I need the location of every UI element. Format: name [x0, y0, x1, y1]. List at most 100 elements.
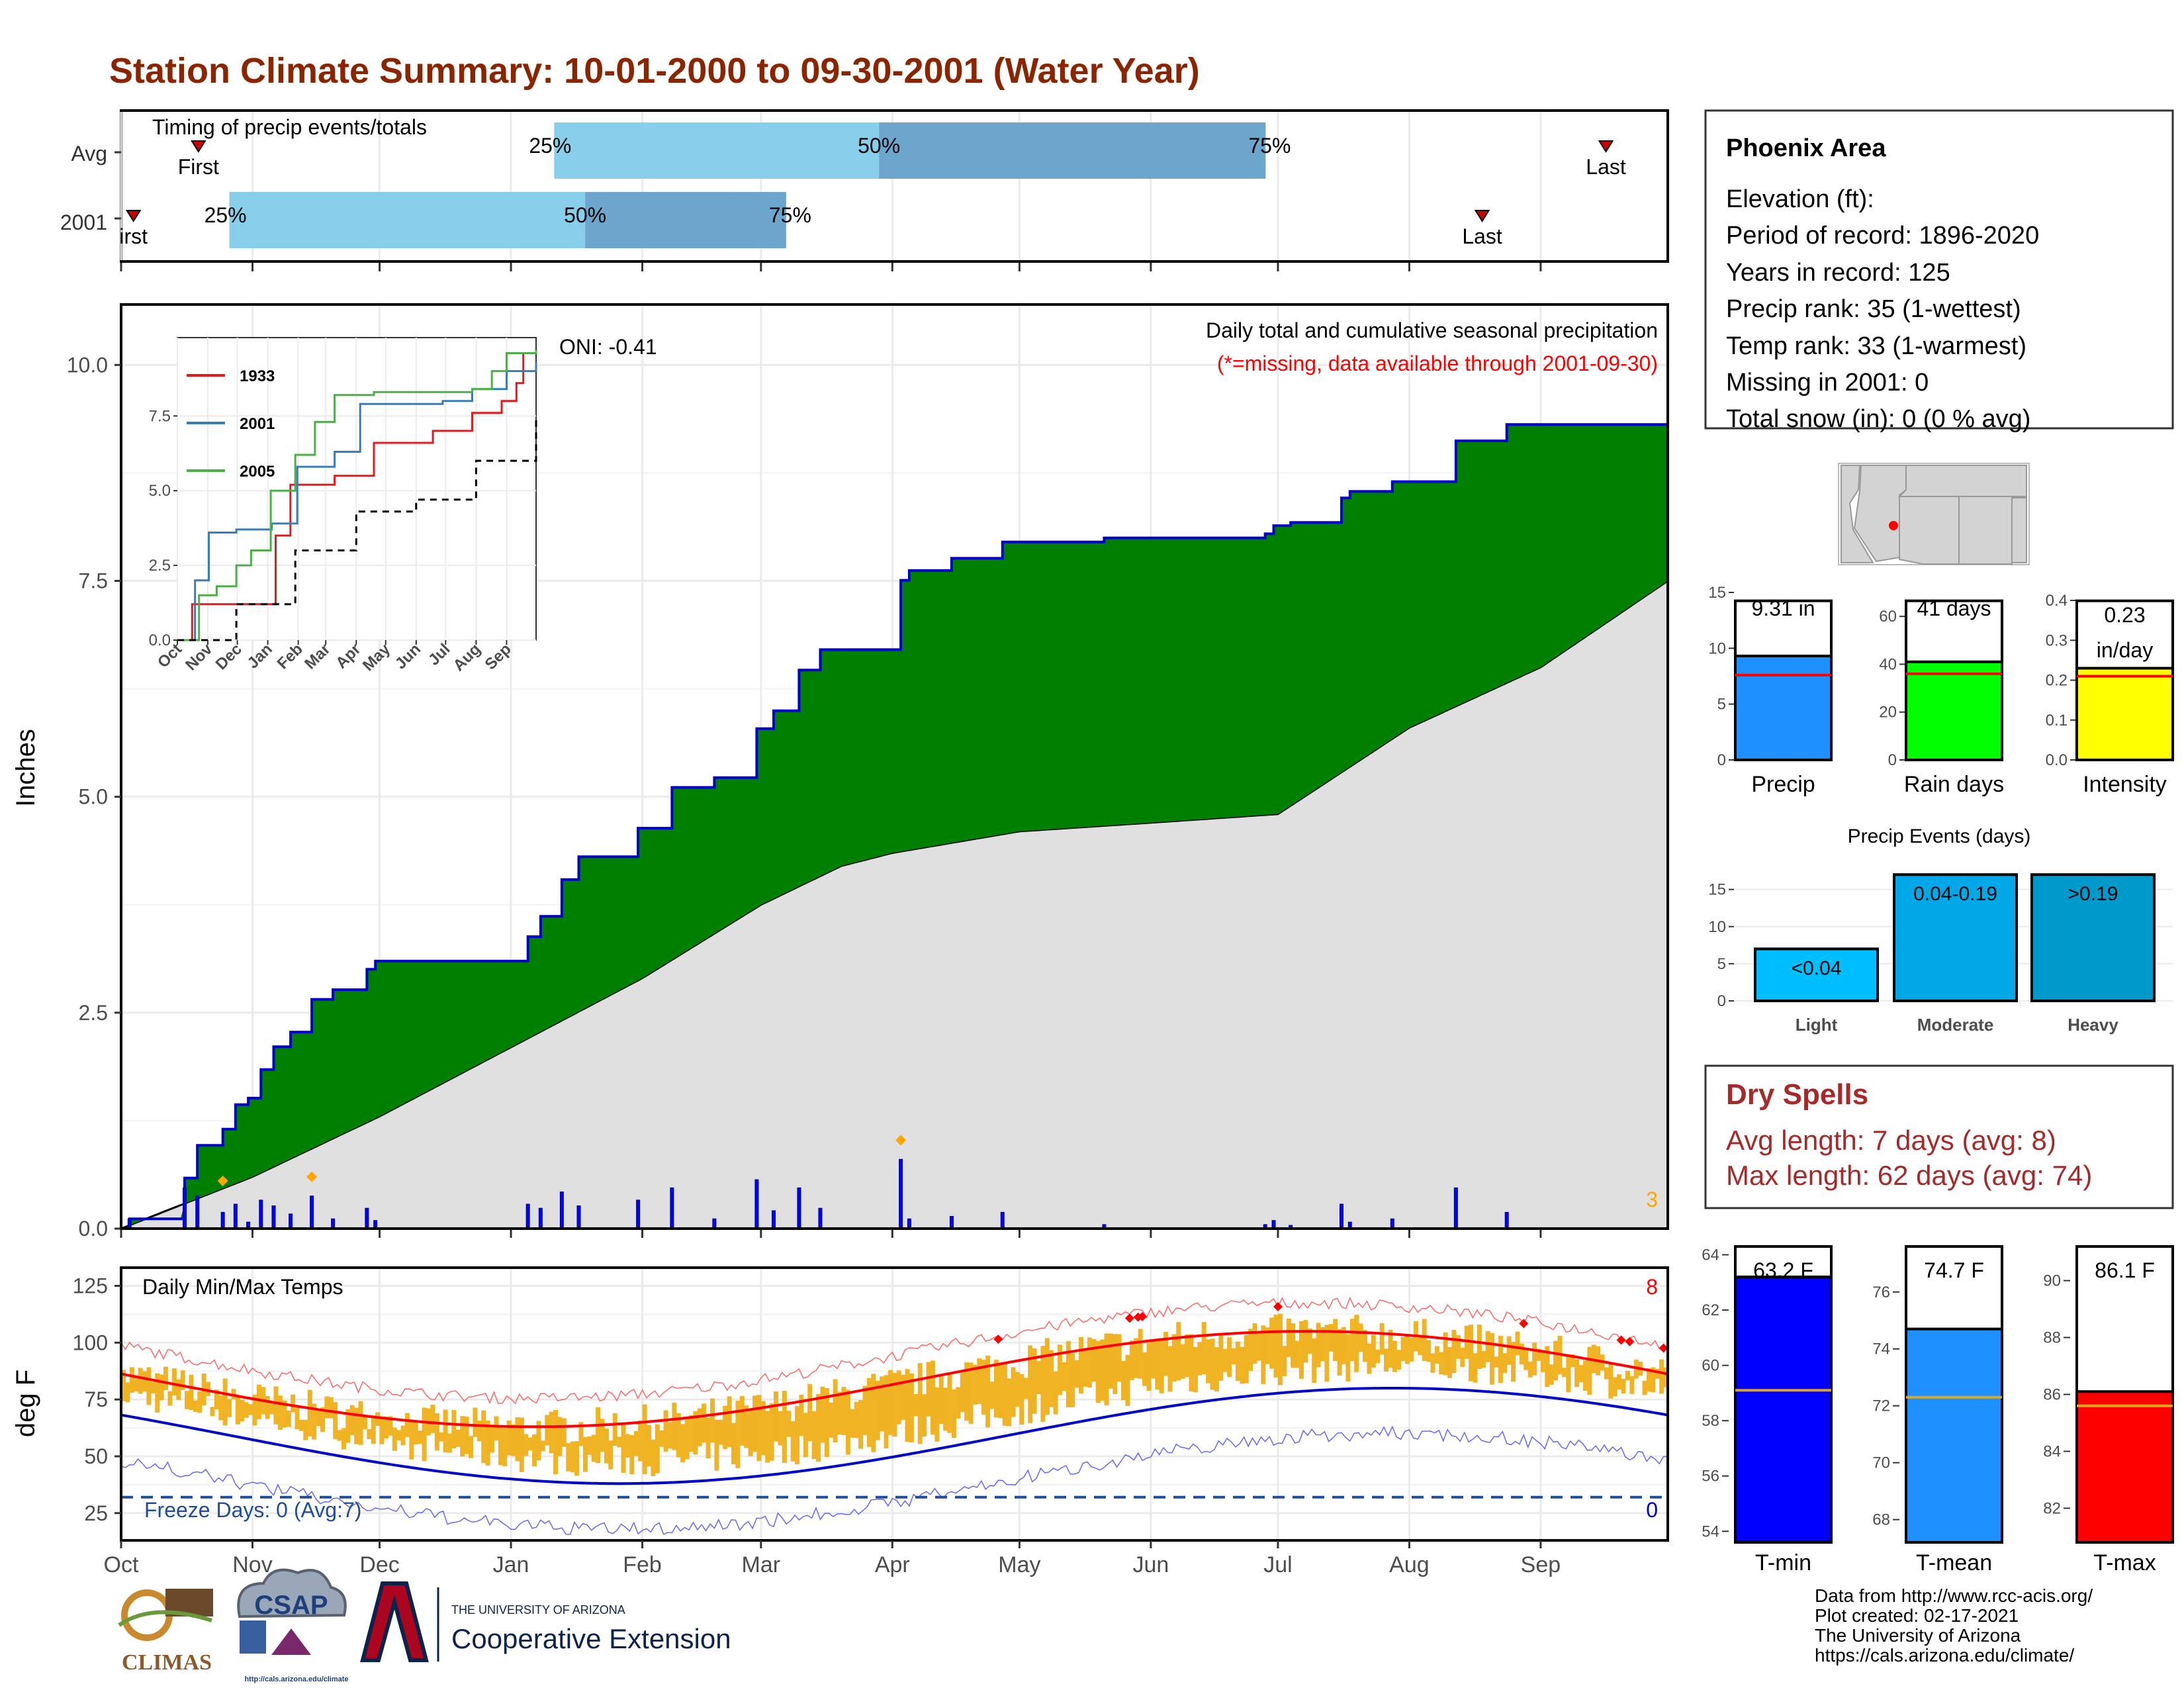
- dry-spells-max-length: Max length: 62 days (avg: 74): [1726, 1160, 2092, 1191]
- daily-temp-bar: [1604, 1367, 1609, 1380]
- daily-temp-bar: [917, 1363, 923, 1444]
- timing-p25-label: 25%: [529, 134, 571, 158]
- daily-temp-bar: [155, 1373, 160, 1413]
- daily-temp-bar: [320, 1407, 325, 1432]
- daily-temp-bar: [418, 1430, 423, 1444]
- timing-p75-label: 75%: [769, 203, 811, 227]
- daily-temp-bar: [1163, 1331, 1169, 1376]
- inset-series-1933: [177, 350, 537, 641]
- daily-temp-bar: [803, 1413, 808, 1458]
- daily-temp-bar: [582, 1436, 588, 1472]
- daily-temp-bar: [1019, 1374, 1024, 1425]
- daily-temp-bar: [1269, 1317, 1275, 1369]
- cumulative-precip-line: [121, 423, 1668, 1230]
- daily-temp-bar: [396, 1430, 402, 1441]
- daily-temp-bar: [434, 1413, 439, 1451]
- daily-precip-bar: [331, 1218, 336, 1229]
- daily-temp-bar: [638, 1420, 643, 1462]
- daily-temp-bar: [341, 1428, 346, 1450]
- temp-y-tick-label: 50: [84, 1444, 108, 1468]
- daily-temp-bar: [455, 1429, 461, 1447]
- daily-temp-bar: [909, 1373, 914, 1442]
- daily-temp-bar: [1197, 1342, 1203, 1376]
- info-missing-days: Missing in 2001: 0: [1726, 369, 1929, 397]
- daily-temp-bar: [1341, 1327, 1346, 1364]
- daily-temp-bar: [858, 1400, 864, 1449]
- daily-temp-bar: [807, 1383, 813, 1442]
- summary-bar-charts: 0 5 10 15 9.31 in Precip 0 20 40 60 41 days Rain da…: [1708, 584, 2174, 797]
- timing-last-marker: [1598, 140, 1614, 153]
- daily-temp-bar: [688, 1415, 694, 1452]
- summary-bar-y-tick-label: 0: [1888, 751, 1897, 769]
- daily-temp-bar: [922, 1394, 927, 1437]
- precip-events-title: Precip Events (days): [1848, 825, 2031, 847]
- daily-temp-bar: [1358, 1323, 1363, 1352]
- summary-bar-value-unit: in/day: [2097, 638, 2153, 662]
- daily-temp-bar: [702, 1403, 707, 1443]
- precip-event-range-label: 0.04-0.19: [1913, 883, 1997, 905]
- dry-spells-frame: [1704, 1064, 2174, 1209]
- daily-temp-bar: [358, 1401, 363, 1445]
- daily-temp-bar: [379, 1418, 385, 1444]
- daily-temp-bar: [1129, 1340, 1134, 1380]
- daily-temp-bar: [392, 1427, 397, 1451]
- daily-precip-bar: [1390, 1218, 1394, 1229]
- daily-temp-bar: [146, 1367, 152, 1405]
- daily-temp-bar: [663, 1410, 668, 1452]
- daily-temp-bar: [1150, 1339, 1156, 1379]
- daily-temp-bar: [265, 1395, 270, 1419]
- daily-temp-bar: [244, 1402, 249, 1418]
- timing-first-marker: [125, 210, 142, 222]
- daily-temp-bar: [252, 1394, 257, 1426]
- precip-y-tick-label: 2.5: [79, 1001, 108, 1025]
- precip-y-tick-label: 0.0: [79, 1217, 108, 1241]
- daily-temp-bar: [617, 1436, 622, 1448]
- daily-temp-bar: [608, 1440, 614, 1470]
- daily-temp-bar: [142, 1371, 148, 1392]
- daily-temp-bar: [930, 1360, 935, 1435]
- month-label-jul: Jul: [1263, 1552, 1292, 1577]
- timing-p50-label: 50%: [858, 134, 900, 158]
- daily-temp-bar: [519, 1417, 524, 1472]
- daily-temp-bar: [557, 1417, 563, 1456]
- summary-bar-y-tick-label: 0.3: [2046, 632, 2068, 649]
- daily-temp-bar: [1337, 1329, 1342, 1376]
- daily-temp-bar: [1023, 1378, 1028, 1399]
- inset-series-2005: [177, 350, 537, 641]
- precip-event-bar-moderate: [1893, 873, 2018, 1002]
- daily-temp-bar: [498, 1427, 503, 1466]
- temp-summary-y-tick-label: 62: [1702, 1301, 1719, 1319]
- daily-temp-bar: [1066, 1340, 1071, 1407]
- daily-temp-bar: [282, 1400, 287, 1428]
- daily-precip-bar: [289, 1213, 293, 1229]
- daily-temp-bar: [150, 1382, 156, 1393]
- temp-y-tick-label: 75: [84, 1387, 108, 1411]
- daily-temp-bar: [167, 1391, 173, 1406]
- daily-temp-bar: [1108, 1333, 1113, 1389]
- month-label-jan: Jan: [493, 1552, 529, 1577]
- temp-summary-bar-t-max: [2075, 1390, 2174, 1544]
- daily-temp-bar: [511, 1424, 516, 1456]
- daily-temp-bar: [833, 1379, 838, 1442]
- record-high-count: 8: [1646, 1275, 1658, 1299]
- daily-temp-bar: [1231, 1348, 1236, 1365]
- dry-spells-title: Dry Spells: [1726, 1078, 1868, 1111]
- daily-temp-bar: [477, 1421, 482, 1442]
- daily-temp-bar: [744, 1405, 749, 1448]
- daily-temp-bar: [527, 1437, 533, 1451]
- daily-temp-bar: [413, 1423, 418, 1444]
- station-location-marker: [1889, 521, 1898, 530]
- daily-temp-bar: [1443, 1332, 1448, 1376]
- temp-summary-bars: 63.2 F 54 56 58 60 62 64 T-min 74.7 F 68 70 72 74 76 T…: [1702, 1245, 2174, 1575]
- page-title: Station Climate Summary: 10-01-2000 to 0…: [109, 51, 1200, 91]
- daily-temp-bar: [934, 1387, 940, 1442]
- summary-bar-y-tick-label: 0: [1717, 751, 1726, 769]
- daily-temp-bar: [769, 1403, 774, 1461]
- temp-summary-y-tick-label: 82: [2043, 1499, 2061, 1517]
- daily-temp-bar: [892, 1372, 897, 1437]
- daily-precip-bar: [310, 1196, 314, 1229]
- daily-precip-bar: [1504, 1211, 1509, 1229]
- summary-bar-y-tick-label: 20: [1879, 704, 1897, 722]
- daily-temp-bar: [328, 1397, 334, 1419]
- daily-temp-bar: [875, 1381, 880, 1440]
